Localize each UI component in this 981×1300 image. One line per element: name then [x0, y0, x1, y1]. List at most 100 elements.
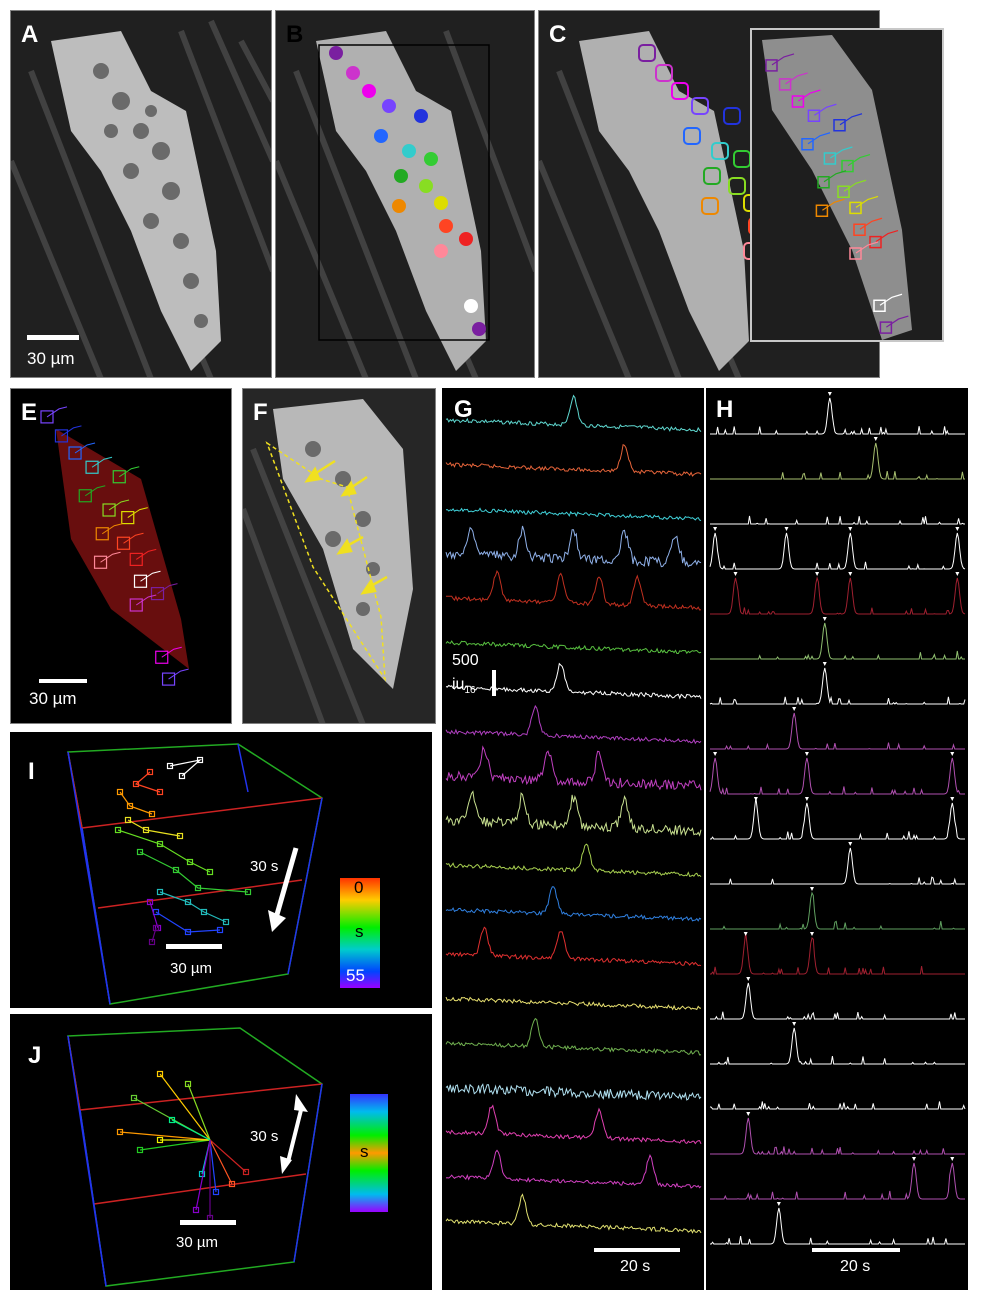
colorbar-bottom-j: +38: [392, 1198, 421, 1217]
roi-box-overlay-e: [40, 406, 189, 686]
track-node: [184, 898, 192, 906]
event-trace: [710, 1207, 965, 1246]
roi-box: [112, 470, 126, 484]
track-node: [186, 858, 194, 866]
roi-track-line: [859, 217, 883, 230]
roi-marker: [346, 66, 360, 80]
roi-outline: [683, 127, 701, 145]
roi-box: [129, 598, 143, 612]
roi-track-box: [849, 201, 862, 215]
roi-box-track: [161, 646, 182, 658]
event-marker: [810, 932, 814, 936]
displacement-vector: [195, 1139, 211, 1211]
event-trace: [710, 576, 966, 615]
colorbar-top-j: -38: [392, 1086, 417, 1105]
raw-trace: [445, 843, 702, 878]
track-node: [132, 780, 140, 788]
roi-track-line: [839, 113, 863, 126]
roi-track-line: [875, 230, 899, 243]
event-marker: [950, 797, 955, 801]
raw-trace: [445, 1083, 702, 1101]
track-node: [116, 788, 124, 796]
event-trace: [709, 667, 966, 705]
vector-endpoint: [184, 1080, 192, 1088]
roi-marker: [382, 99, 396, 113]
roi-box-track: [91, 456, 113, 468]
track-node: [244, 888, 252, 896]
roi-box-track: [100, 551, 121, 563]
roi-box: [102, 503, 116, 517]
cell-track: [169, 758, 203, 777]
colorbar-mid-i: s: [355, 922, 364, 941]
roi-track-line: [822, 198, 845, 211]
panel-b-micrograph: B: [275, 10, 535, 378]
event-marker: [713, 527, 718, 531]
vectors-3d-j: [67, 1027, 388, 1287]
roi-track-box: [869, 235, 882, 249]
roi-outline: [703, 167, 721, 185]
event-trace: [710, 712, 965, 750]
roi-box-track: [46, 406, 68, 418]
panel-d-tilted-view: D: [750, 28, 944, 342]
cell-track: [139, 851, 249, 893]
track-node: [178, 772, 186, 780]
event-trace: [710, 622, 965, 661]
scalebar-label-j: 30 µm: [176, 1234, 218, 1251]
colorbar-bottom-i: 55: [346, 966, 365, 985]
roi-outline: [711, 142, 729, 160]
roi-marker: [464, 299, 478, 313]
cell-track: [149, 901, 159, 929]
event-trace: [710, 797, 965, 841]
event-trace: [710, 982, 965, 1020]
event-marker: [776, 1202, 781, 1206]
raw-trace: [445, 745, 702, 791]
event-trace: [710, 1162, 965, 1201]
track-node: [176, 832, 184, 840]
roi-box: [161, 672, 176, 686]
roi-marker: [362, 84, 376, 98]
vector-endpoint: [136, 1146, 144, 1154]
event-marker: [950, 752, 955, 756]
roi-marker: [459, 232, 473, 246]
roi-track-box: [778, 78, 792, 91]
roi-box-track: [108, 499, 130, 511]
panel-g-traces: G 500 iu16 20 s: [442, 388, 704, 1290]
roi-box-track: [123, 532, 144, 544]
roi-marker: [394, 169, 408, 183]
raw-trace: [445, 790, 702, 837]
event-trace: [709, 1101, 966, 1111]
event-marker: [950, 1157, 955, 1161]
track-node: [142, 826, 150, 834]
vector-endpoint: [156, 1070, 164, 1078]
raw-traces-g: [445, 394, 702, 1252]
event-marker: [810, 887, 814, 891]
time-scalebar-g: [594, 1248, 680, 1252]
roi-marker: [434, 244, 448, 258]
raw-trace: [445, 662, 702, 700]
raw-trace: [445, 394, 702, 433]
event-marker: [743, 932, 748, 936]
roi-track-box: [879, 321, 893, 334]
event-marker: [784, 527, 789, 531]
raw-trace: [445, 926, 702, 967]
roi-outline: [723, 107, 741, 125]
roi-box: [78, 489, 92, 503]
displacement-vector: [159, 1073, 211, 1141]
time-arrow-label-j: 30 s: [250, 1128, 279, 1145]
roi-track-box: [801, 138, 814, 151]
roi-marker: [374, 129, 388, 143]
roi-box-track: [168, 668, 189, 680]
track-node: [146, 768, 154, 776]
track-node: [156, 888, 164, 896]
displacement-vector: [209, 1139, 217, 1193]
event-trace: [710, 442, 965, 480]
roi-outline: [733, 150, 751, 168]
roi-track-box: [849, 247, 862, 260]
track-node: [156, 840, 164, 848]
raw-trace: [445, 1193, 702, 1234]
roi-track-line: [830, 146, 853, 159]
scalebar-label-e: 30 µm: [29, 689, 77, 708]
roi-box-track: [101, 523, 123, 535]
roi-box: [129, 552, 143, 566]
track-node: [136, 848, 144, 856]
